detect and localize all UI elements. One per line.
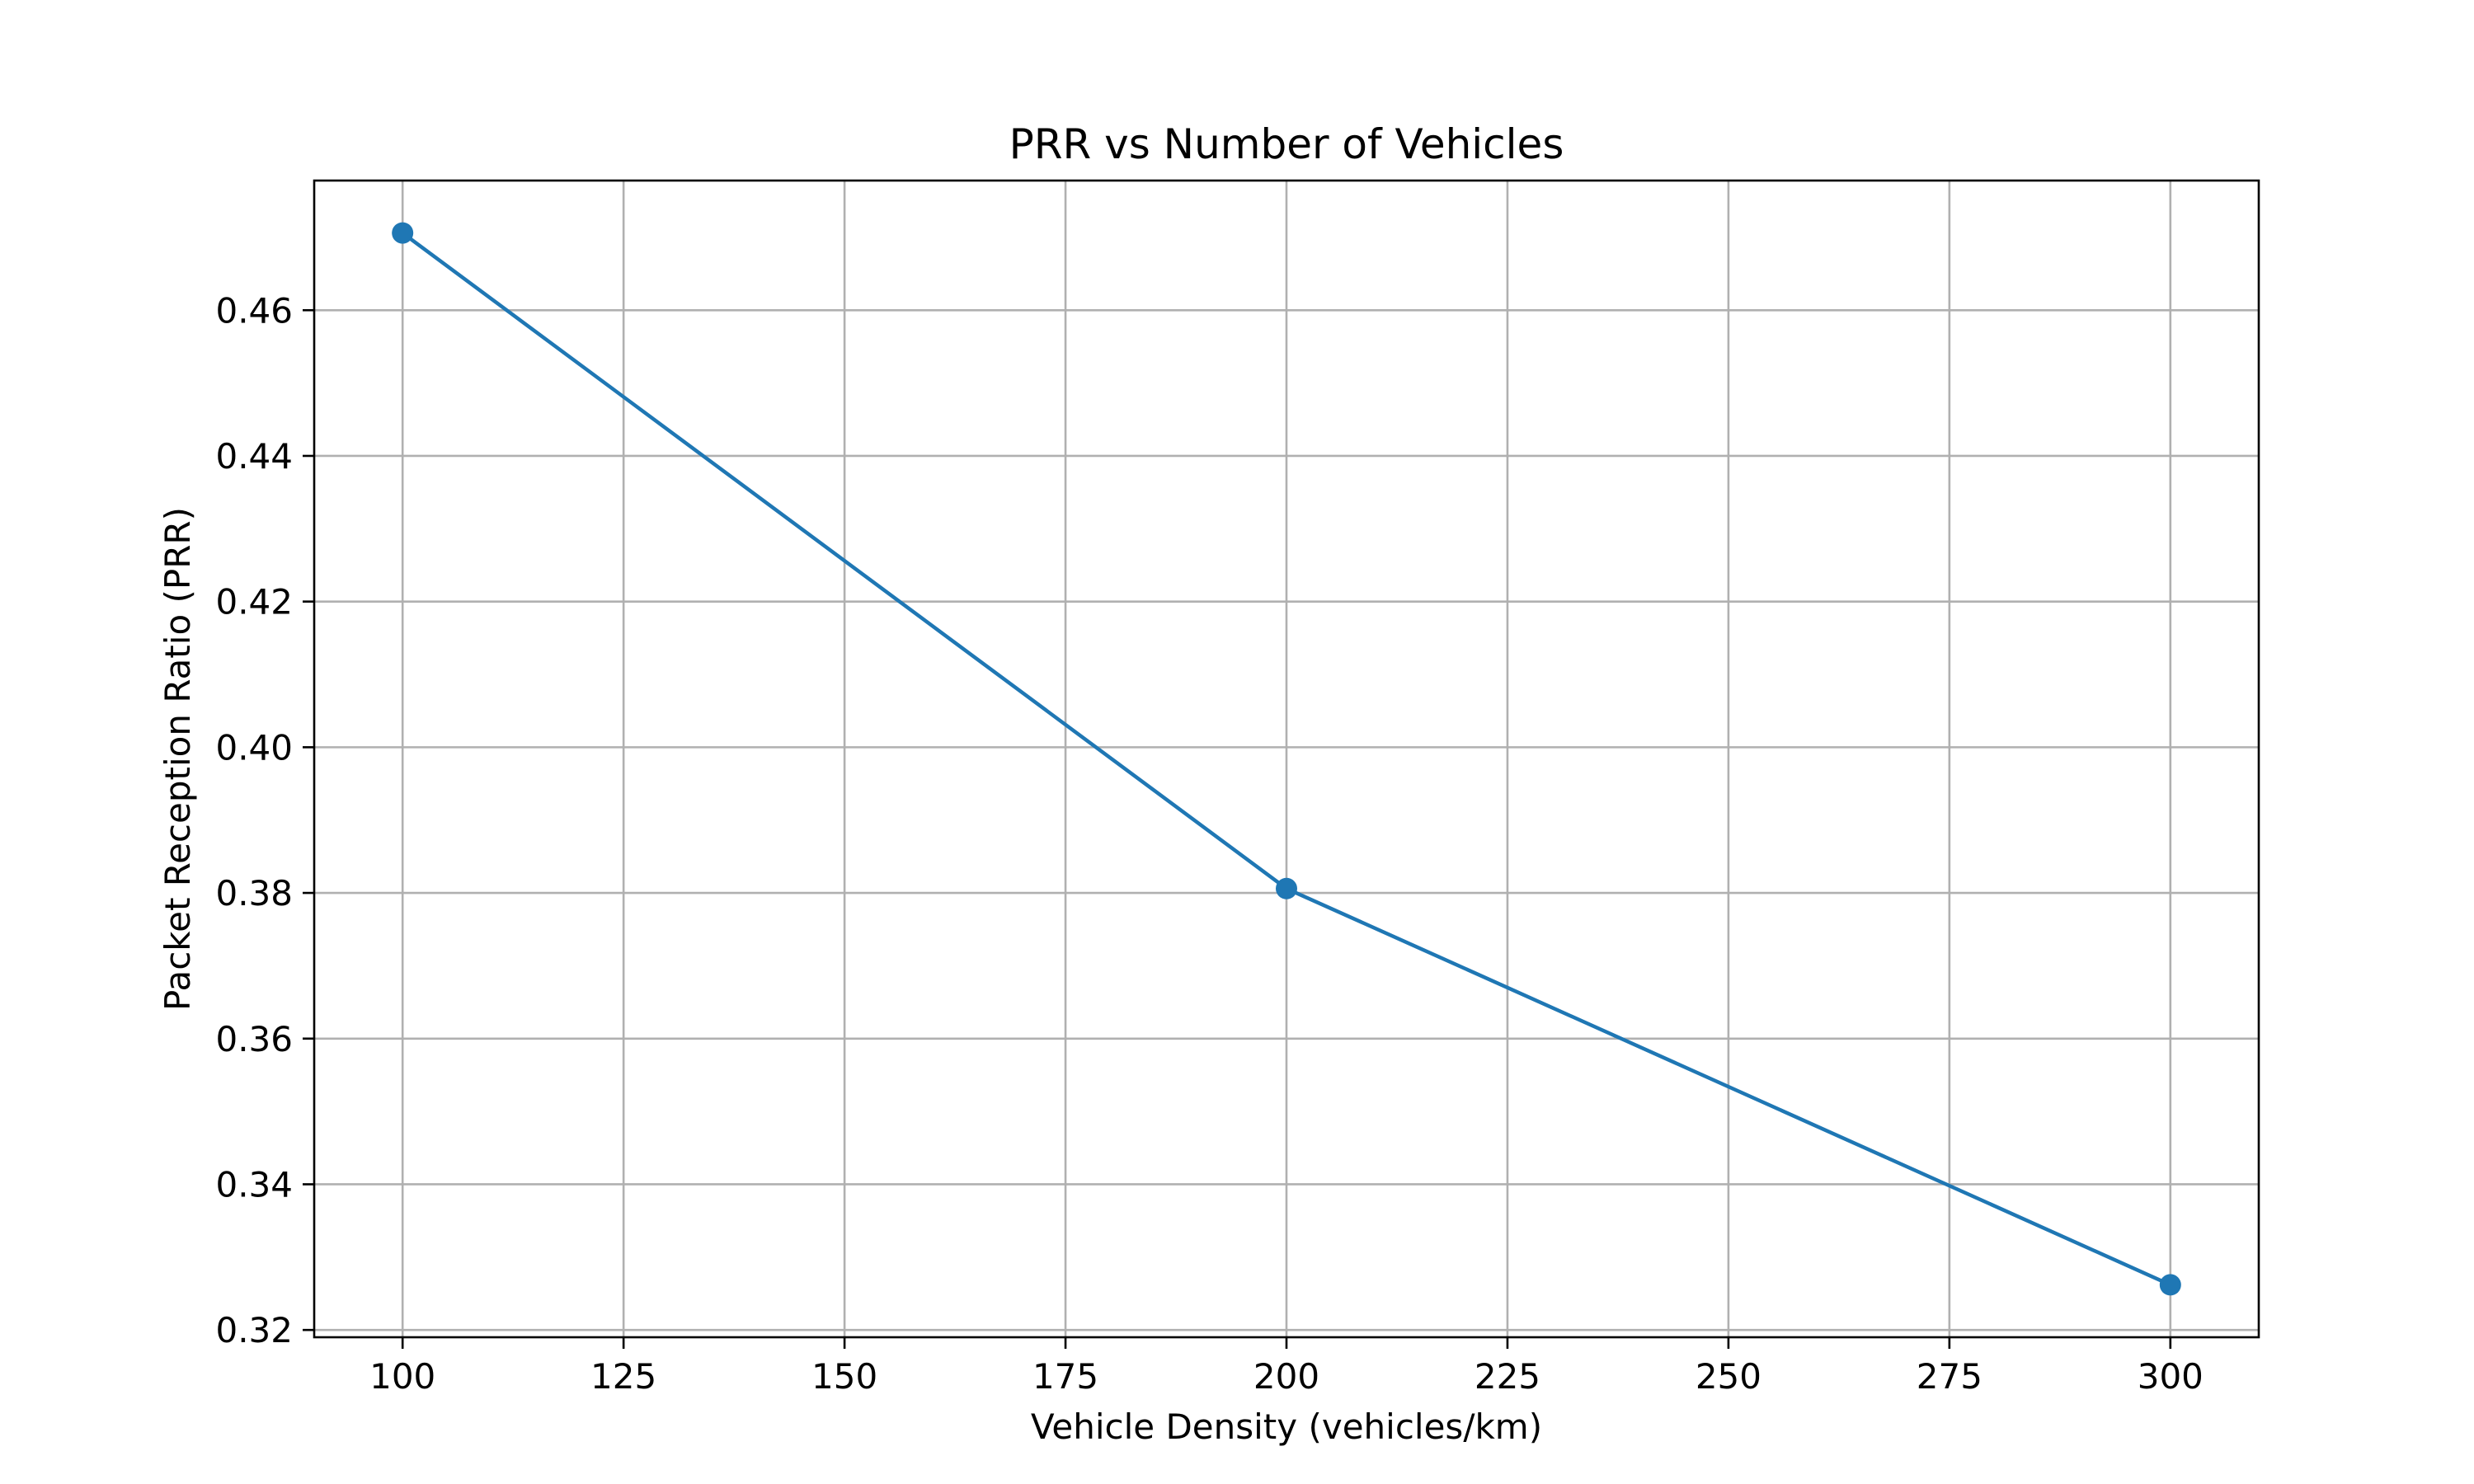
chart-title: PRR vs Number of Vehicles — [1009, 120, 1564, 168]
x-tick-label: 225 — [1475, 1356, 1540, 1397]
data-point — [2159, 1274, 2181, 1296]
data-point — [1276, 877, 1297, 899]
series-layer — [392, 222, 2181, 1296]
y-tick-label: 0.42 — [215, 582, 293, 622]
x-tick-label: 125 — [590, 1356, 656, 1397]
x-tick-label: 200 — [1253, 1356, 1319, 1397]
x-tick-label: 275 — [1917, 1356, 1982, 1397]
data-point — [392, 222, 414, 244]
x-axis-label: Vehicle Density (vehicles/km) — [1031, 1407, 1542, 1447]
y-tick-label: 0.46 — [215, 290, 293, 331]
y-axis: 0.32 0.34 0.36 0.38 0.40 0.42 0.44 0.46 — [215, 290, 314, 1350]
x-tick-label: 175 — [1032, 1356, 1098, 1397]
x-tick-label: 300 — [2138, 1356, 2204, 1397]
x-tick-label: 100 — [369, 1356, 435, 1397]
y-axis-label: Packet Reception Ratio (PRR) — [158, 507, 198, 1011]
x-tick-label: 250 — [1696, 1356, 1761, 1397]
y-tick-label: 0.38 — [215, 873, 293, 913]
y-tick-label: 0.40 — [215, 727, 293, 768]
y-tick-label: 0.36 — [215, 1019, 293, 1059]
y-tick-label: 0.34 — [215, 1164, 293, 1205]
y-tick-label: 0.32 — [215, 1310, 293, 1350]
y-tick-label: 0.44 — [215, 436, 293, 477]
x-axis: 100 125 150 175 200 225 250 275 300 — [369, 1337, 2204, 1397]
x-tick-label: 150 — [811, 1356, 877, 1397]
